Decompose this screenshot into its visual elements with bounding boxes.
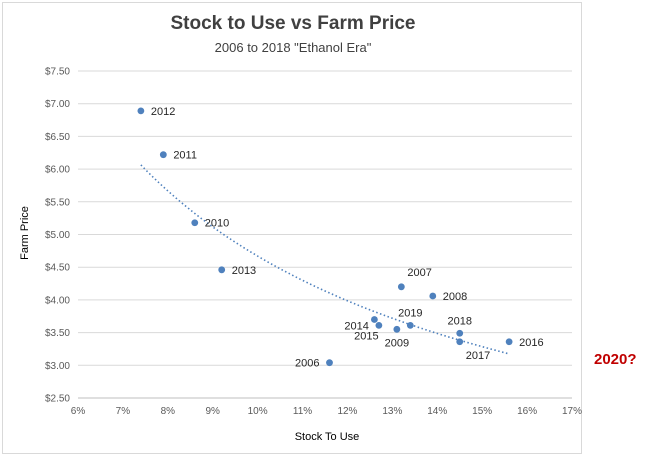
point-label-2011: 2011 <box>173 150 197 162</box>
chart-subtitle: 2006 to 2018 "Ethanol Era" <box>214 40 372 55</box>
x-tick-label: 15% <box>472 406 492 417</box>
x-tick-label: 8% <box>161 406 176 417</box>
data-point-2018 <box>456 329 464 337</box>
x-tick-label: 11% <box>293 406 312 417</box>
x-tick-label: 12% <box>337 406 357 417</box>
y-tick-label: $6.00 <box>45 165 70 176</box>
y-tick-label: $6.50 <box>45 132 70 143</box>
data-point-2013 <box>218 266 226 274</box>
y-tick-label: $3.00 <box>45 361 70 372</box>
annotation-2020: 2020? <box>594 351 637 368</box>
y-tick-label: $2.50 <box>45 394 70 405</box>
point-label-2009: 2009 <box>385 337 409 349</box>
point-label-2018: 2018 <box>447 315 471 327</box>
point-label-2012: 2012 <box>151 106 175 118</box>
data-point-2010 <box>191 219 199 227</box>
x-tick-label: 9% <box>206 406 221 417</box>
data-point-2006 <box>326 359 333 367</box>
chart-title: Stock to Use vs Farm Price <box>170 13 416 34</box>
point-label-2007: 2007 <box>407 267 431 279</box>
y-tick-label: $4.50 <box>45 263 70 274</box>
data-point-2012 <box>137 107 145 115</box>
y-tick-label: $3.50 <box>45 328 70 339</box>
data-point-2009 <box>393 325 401 333</box>
y-tick-label: $7.00 <box>45 99 70 110</box>
x-tick-labels: 6% 7% 8% 9% 10% 11% 12% 13% 14% 15% 16% 17% <box>71 406 582 417</box>
x-tick-label: 10% <box>248 406 268 417</box>
data-point-2015 <box>371 316 378 323</box>
x-tick-label: 17% <box>562 406 582 417</box>
data-point-2007 <box>397 283 405 291</box>
point-label-2006: 2006 <box>295 358 319 370</box>
point-label-2019: 2019 <box>398 307 422 319</box>
x-tick-label: 7% <box>116 406 131 417</box>
x-tick-label: 13% <box>382 406 402 417</box>
data-point-2019 <box>406 322 414 329</box>
point-label-2010: 2010 <box>205 218 229 230</box>
y-tick-label: $7.50 <box>45 67 70 78</box>
data-point-2016 <box>505 338 513 346</box>
y-tick-label: $4.00 <box>45 295 70 306</box>
x-tick-label: 14% <box>427 406 447 417</box>
gridlines <box>78 70 572 399</box>
x-tick-label: 16% <box>517 406 537 417</box>
point-label-2014: 2014 <box>344 320 368 332</box>
chart-area: Stock to Use vs Farm Price 2006 to 2018 … <box>2 2 582 454</box>
y-tick-labels: $2.50 $3.00 $3.50 $4.00 $4.50 $5.00 $5.50 $6.00… <box>45 67 70 405</box>
y-tick-label: $5.50 <box>45 197 70 208</box>
data-point-2014 <box>375 322 383 329</box>
data-point-2008 <box>429 292 437 300</box>
point-label-2016: 2016 <box>519 337 543 349</box>
x-tick-label: 6% <box>71 406 86 417</box>
x-axis-label: Stock To Use <box>294 431 360 443</box>
y-tick-label: $5.00 <box>45 230 70 241</box>
point-label-2013: 2013 <box>232 265 256 277</box>
point-label-2017: 2017 <box>466 350 490 362</box>
data-points <box>137 107 513 367</box>
data-point-2011 <box>159 151 167 159</box>
point-label-2008: 2008 <box>443 291 467 303</box>
data-point-2017 <box>456 338 464 346</box>
trendline <box>140 164 510 355</box>
point-label-2015: 2015 <box>354 331 378 343</box>
